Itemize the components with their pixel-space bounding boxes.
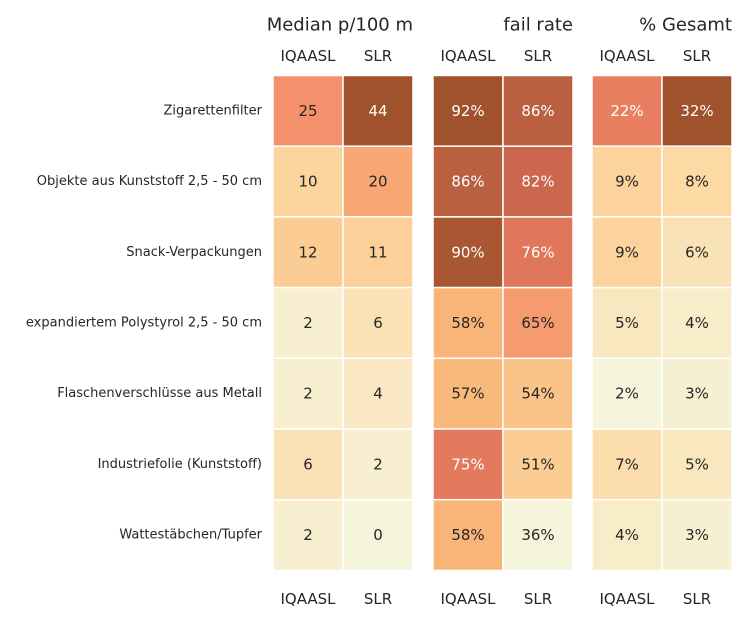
cell-value-label: 3% (685, 526, 709, 544)
row-label: Industriefolie (Kunststoff) (98, 457, 262, 472)
cell-value-label: 44 (368, 102, 387, 120)
cell-value-label: 54% (521, 385, 554, 403)
column-label-top: SLR (524, 47, 552, 65)
heatmap-cell (342, 428, 414, 501)
heatmap-cell (502, 357, 574, 430)
panel-title-fail-rate: fail rate (503, 15, 573, 36)
cell-value-label: 11 (368, 243, 387, 261)
cell-value-label: 6 (373, 314, 383, 332)
heatmap-cell (342, 216, 414, 289)
heatmap-cell (342, 145, 414, 218)
heatmap-cell (432, 498, 504, 572)
cell-value-label: 25 (298, 102, 317, 120)
cell-value-label: 0 (373, 526, 383, 544)
column-label-bottom: SLR (364, 590, 392, 608)
heatmap-cell (661, 74, 733, 147)
cell-value-label: 2 (303, 526, 313, 544)
cell-value-label: 58% (451, 526, 484, 544)
row-label: Wattestäbchen/Tupfer (119, 528, 262, 543)
cell-value-label: 86% (521, 102, 554, 120)
cell-value-label: 6 (303, 455, 313, 473)
cell-value-label: 86% (451, 173, 484, 191)
cell-value-label: 22% (610, 102, 643, 120)
cell-value-label: 51% (521, 455, 554, 473)
row-label: Flaschenverschlüsse aus Metall (57, 386, 262, 401)
cell-value-label: 2% (615, 385, 639, 403)
column-label-bottom: SLR (524, 590, 552, 608)
heatmap-cell (432, 286, 504, 360)
heatmap-cell (661, 498, 733, 572)
heatmap-cell (591, 498, 663, 572)
heatmap-cell (502, 286, 574, 360)
heatmap-cell (661, 286, 733, 360)
cell-value-label: 9% (615, 243, 639, 261)
cell-value-label: 10 (298, 173, 317, 191)
column-label-top: IQAASL (440, 47, 496, 65)
cell-value-label: 4% (685, 314, 709, 332)
row-label: expandiertem Polystyrol 2,5 - 50 cm (26, 315, 262, 330)
column-label-top: SLR (364, 47, 392, 65)
cell-value-label: 8% (685, 173, 709, 191)
panel-title-gesamt: % Gesamt (639, 15, 732, 36)
column-label-top: IQAASL (280, 47, 336, 65)
column-label-bottom: IQAASL (599, 590, 655, 608)
cell-value-label: 2 (303, 385, 313, 403)
cell-value-label: 3% (685, 385, 709, 403)
cell-value-label: 5% (615, 314, 639, 332)
column-label-bottom: IQAASL (280, 590, 336, 608)
cell-value-label: 65% (521, 314, 554, 332)
row-label: Objekte aus Kunststoff 2,5 - 50 cm (37, 174, 262, 189)
row-label: Zigarettenfilter (164, 103, 263, 118)
cell-value-label: 4 (373, 385, 383, 403)
heatmap-cell (591, 357, 663, 430)
cell-value-label: 58% (451, 314, 484, 332)
heatmap-cell (502, 498, 574, 572)
column-label-bottom: IQAASL (440, 590, 496, 608)
heatmap-cell (502, 428, 574, 501)
cell-value-label: 57% (451, 385, 484, 403)
cell-value-label: 82% (521, 173, 554, 191)
heatmap-cell (502, 74, 574, 147)
heatmap-cell (432, 145, 504, 218)
column-label-top: SLR (683, 47, 711, 65)
cell-value-label: 9% (615, 173, 639, 191)
heatmap-cell (432, 357, 504, 430)
heatmap-cell (591, 145, 663, 218)
column-label-bottom: SLR (683, 590, 711, 608)
row-label: Snack-Verpackungen (126, 245, 262, 260)
heatmap-cell (342, 286, 414, 360)
heatmap-cell (342, 498, 414, 572)
heatmap-cell (591, 428, 663, 501)
panel-title-median: Median p/100 m (267, 15, 413, 36)
cell-value-label: 76% (521, 243, 554, 261)
cell-value-label: 2 (303, 314, 313, 332)
heatmap-cell (502, 145, 574, 218)
heatmap-cell (342, 74, 414, 147)
heatmap-cell (342, 357, 414, 430)
cell-value-label: 20 (368, 173, 387, 191)
cell-value-label: 36% (521, 526, 554, 544)
heatmap-cell (272, 498, 344, 572)
cell-value-label: 32% (680, 102, 713, 120)
heatmap-cell (591, 74, 663, 147)
cell-value-label: 75% (451, 455, 484, 473)
cell-value-label: 90% (451, 243, 484, 261)
cell-value-label: 12 (298, 243, 317, 261)
cell-value-label: 92% (451, 102, 484, 120)
cell-value-label: 4% (615, 526, 639, 544)
cell-value-label: 6% (685, 243, 709, 261)
cell-value-label: 7% (615, 455, 639, 473)
cell-value-label: 5% (685, 455, 709, 473)
column-label-top: IQAASL (599, 47, 655, 65)
heatmap-cell (272, 74, 344, 147)
heatmap-cell (661, 428, 733, 501)
cell-value-label: 2 (373, 455, 383, 473)
heatmap-cell (432, 216, 504, 289)
heatmap-cell (272, 145, 344, 218)
heatmap-cell (502, 216, 574, 289)
